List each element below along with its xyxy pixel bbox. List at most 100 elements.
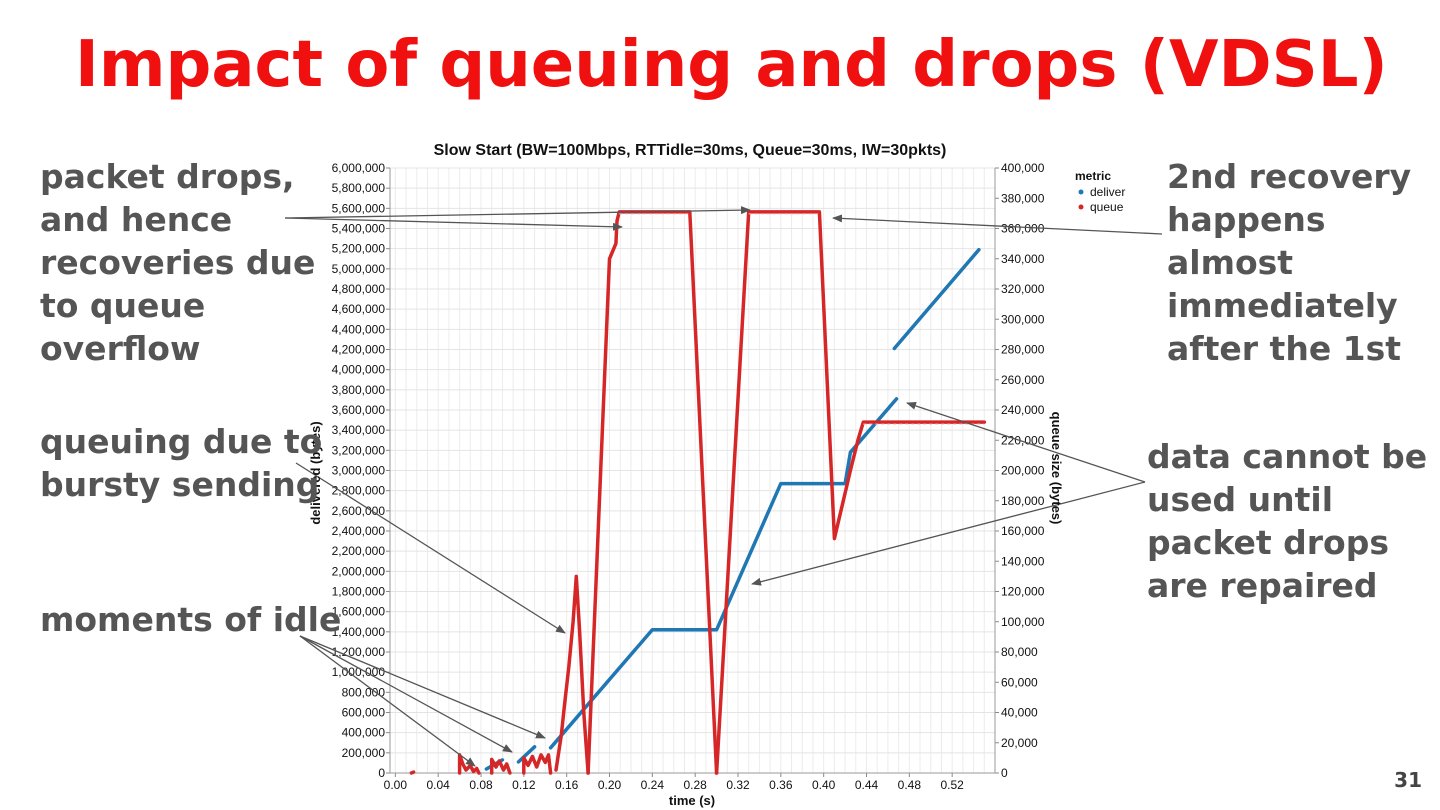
- y2-tick-label: 160,000: [1001, 524, 1045, 538]
- chart-axes: 0200,000400,000600,000800,0001,000,0001,…: [332, 161, 1045, 792]
- annotation-line: and hence: [40, 200, 233, 239]
- y-tick-label: 3,600,000: [332, 403, 386, 417]
- y2-tick-label: 20,000: [1001, 736, 1038, 750]
- y2-tick-label: 220,000: [1001, 433, 1045, 447]
- annotation-line: data cannot be: [1147, 437, 1428, 476]
- x-axis-title: time (s): [669, 793, 715, 808]
- y2-tick-label: 260,000: [1001, 373, 1045, 387]
- y-tick-label: 5,400,000: [332, 222, 386, 236]
- slide-title: Impact of queuing and drops (VDSL): [75, 28, 1388, 102]
- y2-tick-label: 360,000: [1001, 222, 1045, 236]
- annotation-line: almost: [1167, 243, 1294, 282]
- annotation-line: overflow: [40, 329, 201, 368]
- chart-title: Slow Start (BW=100Mbps, RTTidle=30ms, Qu…: [434, 142, 947, 159]
- y-tick-label: 0: [378, 766, 385, 780]
- x-tick-label: 0.04: [427, 778, 451, 792]
- series-line-deliver: [892, 247, 981, 351]
- annotation-moments-idle: moments of idle: [40, 598, 341, 641]
- y-tick-label: 5,200,000: [332, 242, 386, 256]
- x-tick-label: 0.24: [641, 778, 665, 792]
- annotation-second-recovery: 2nd recovery happens almost immediately …: [1167, 155, 1411, 370]
- y-tick-label: 800,000: [342, 685, 386, 699]
- x-tick-label: 0.12: [512, 778, 536, 792]
- annotation-line: used until: [1147, 480, 1334, 519]
- annotation-queuing-bursty: queuing due to bursty sending: [40, 420, 322, 506]
- series-line-queue: [714, 210, 987, 775]
- series-line-queue: [522, 753, 553, 775]
- y2-tick-label: 100,000: [1001, 615, 1045, 629]
- chart-series: [409, 210, 987, 775]
- x-tick-label: 0.08: [469, 778, 493, 792]
- y-tick-label: 4,400,000: [332, 322, 386, 336]
- annotation-line: after the 1st: [1167, 329, 1402, 368]
- annotation-line: happens: [1167, 200, 1326, 239]
- y-axis-title: delivered (bytes): [308, 421, 323, 524]
- annotation-line: packet drops,: [40, 157, 295, 196]
- x-tick-label: 0.32: [726, 778, 750, 792]
- y-tick-label: 400,000: [342, 726, 386, 740]
- y-tick-label: 4,600,000: [332, 302, 386, 316]
- series-line-queue: [489, 757, 512, 775]
- y-tick-label: 600,000: [342, 706, 386, 720]
- y-tick-label: 1,600,000: [332, 605, 386, 619]
- y2-tick-label: 80,000: [1001, 645, 1038, 659]
- annotation-line: to queue: [40, 286, 206, 325]
- series-line-deliver: [516, 745, 537, 764]
- y2-tick-label: 140,000: [1001, 554, 1045, 568]
- y-tick-label: 6,000,000: [332, 161, 386, 175]
- annotation-line: queuing due to: [40, 422, 323, 461]
- y-tick-label: 200,000: [342, 746, 386, 760]
- y2-tick-label: 240,000: [1001, 403, 1045, 417]
- y2-tick-label: 180,000: [1001, 494, 1045, 508]
- series-line-queue: [457, 753, 481, 775]
- annotation-arrow: [284, 217, 623, 231]
- y2-tick-label: 200,000: [1001, 464, 1045, 478]
- legend-marker-deliver: [1078, 189, 1084, 195]
- annotation-data-cannot: data cannot be used until packet drops a…: [1147, 435, 1427, 607]
- y-tick-label: 4,000,000: [332, 363, 386, 377]
- y-tick-label: 4,200,000: [332, 343, 386, 357]
- x-tick-label: 0.36: [769, 778, 793, 792]
- annotation-line: 2nd recovery: [1167, 157, 1412, 196]
- series-line-queue: [586, 210, 719, 775]
- annotation-arrow: [906, 402, 1146, 483]
- annotation-arrow: [295, 462, 566, 634]
- y2-tick-label: 280,000: [1001, 343, 1045, 357]
- y-tick-label: 1,800,000: [332, 585, 386, 599]
- x-tick-label: 0.16: [555, 778, 579, 792]
- y-tick-label: 5,800,000: [332, 181, 386, 195]
- y-tick-label: 5,000,000: [332, 262, 386, 276]
- legend-title: metric: [1075, 169, 1111, 183]
- y2-tick-label: 120,000: [1001, 585, 1045, 599]
- y-tick-label: 2,200,000: [332, 544, 386, 558]
- y2-tick-label: 40,000: [1001, 706, 1038, 720]
- annotation-line: recoveries due: [40, 243, 316, 282]
- annotation-packet-drops: packet drops, and hence recoveries due t…: [40, 155, 315, 370]
- y2-tick-label: 320,000: [1001, 282, 1045, 296]
- y2-tick-label: 0: [1001, 766, 1008, 780]
- annotation-line: are repaired: [1147, 566, 1378, 605]
- legend-label-queue: queue: [1090, 200, 1124, 214]
- y-tick-label: 3,000,000: [332, 464, 386, 478]
- y-tick-label: 5,600,000: [332, 201, 386, 215]
- y-tick-label: 1,200,000: [332, 645, 386, 659]
- x-tick-label: 0.48: [898, 778, 922, 792]
- x-tick-label: 0.00: [384, 778, 408, 792]
- y-tick-label: 1,400,000: [332, 625, 386, 639]
- series-line-queue: [554, 574, 590, 775]
- annotation-arrow: [832, 214, 1163, 235]
- y2-tick-label: 400,000: [1001, 161, 1045, 175]
- y2-tick-label: 340,000: [1001, 252, 1045, 266]
- annotation-line: bursty sending: [40, 465, 320, 504]
- x-tick-label: 0.52: [940, 778, 964, 792]
- y2-tick-label: 380,000: [1001, 191, 1045, 205]
- series-line-deliver: [548, 397, 899, 750]
- annotation-arrow: [299, 635, 513, 753]
- x-tick-label: 0.28: [683, 778, 707, 792]
- annotation-arrow: [299, 635, 546, 739]
- x-tick-label: 0.20: [598, 778, 622, 792]
- legend: metric deliver queue: [1075, 169, 1125, 214]
- y-tick-label: 4,800,000: [332, 282, 386, 296]
- series-line-queue: [409, 770, 416, 775]
